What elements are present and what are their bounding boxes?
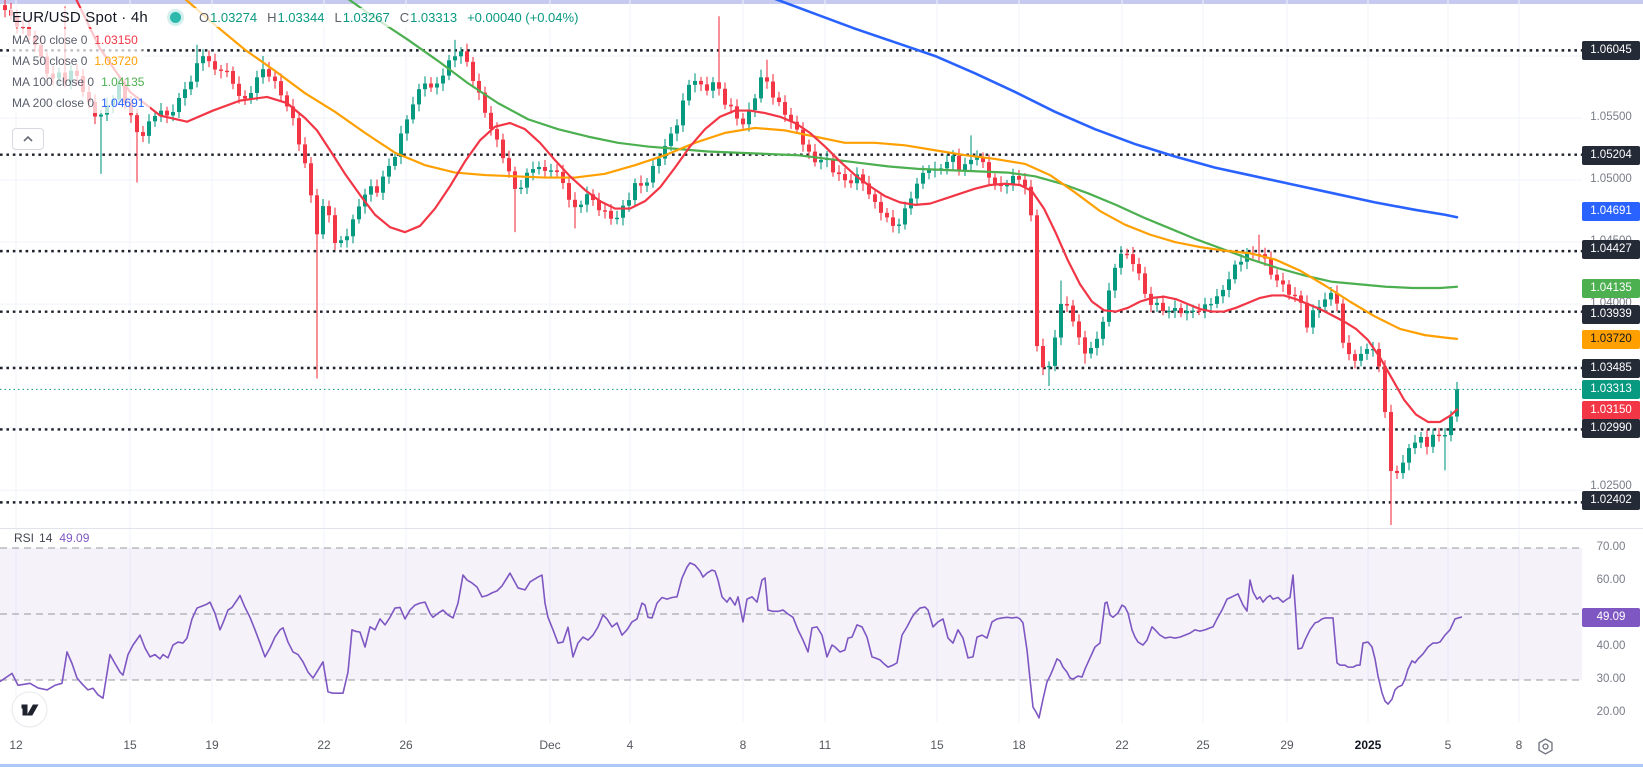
price-level-badge: 1.03150 [1582, 400, 1640, 420]
price-level-badge: 1.03939 [1582, 304, 1640, 324]
time-axis-label: 25 [1196, 738, 1210, 752]
time-axis-label: 19 [205, 738, 219, 752]
chart-legend: EUR/USD Spot · 4h O1.03274 H1.03344 L1.0… [10, 8, 585, 113]
price-level-badge: 1.03485 [1582, 358, 1640, 378]
ma-label: MA 20 close 0 [12, 32, 88, 47]
market-status-icon [169, 12, 181, 23]
rsi-value-badge: 49.09 [1582, 607, 1640, 627]
rsi-legend: RSI 14 49.09 [8, 530, 96, 546]
tradingview-logo[interactable] [11, 691, 48, 728]
rsi-axis-label: 70.00 [1596, 541, 1626, 553]
time-axis-label: 29 [1280, 738, 1294, 752]
time-axis-label: 8 [739, 738, 747, 752]
price-axis-label: 1.02500 [1590, 480, 1632, 492]
symbol-row: EUR/USD Spot · 4h O1.03274 H1.03344 L1.0… [10, 8, 585, 27]
ohlc-high: 1.03344 [277, 10, 325, 25]
tradingview-mark-icon [21, 704, 39, 716]
ma-label: MA 50 close 0 [12, 53, 88, 68]
ma-value: 1.04691 [101, 95, 145, 110]
time-axis-label: 12 [9, 738, 23, 752]
symbol-title[interactable]: EUR/USD Spot · 4h [12, 9, 148, 26]
price-level-badge: 1.04691 [1582, 201, 1640, 221]
rsi-period: 14 [39, 531, 53, 545]
price-level-badge: 1.03720 [1582, 329, 1640, 349]
rsi-axis-label: 40.00 [1596, 640, 1626, 652]
rsi-value: 49.09 [59, 531, 90, 545]
ma-legend-row[interactable]: MA 200 close 0 1.04691 [10, 92, 151, 113]
ma-legend-row[interactable]: MA 100 close 0 1.04135 [10, 71, 151, 92]
ohlc-open: 1.03274 [210, 10, 258, 25]
ma-value: 1.03720 [94, 53, 138, 68]
time-axis-label: 22 [1115, 738, 1129, 752]
ohlc-readout: O1.03274 H1.03344 L1.03267 C1.03313 +0.0… [198, 10, 579, 25]
ohlc-low: 1.03267 [342, 10, 390, 25]
rsi-axis-label: 30.00 [1596, 673, 1626, 685]
time-axis-label: 4 [626, 738, 634, 752]
ma-label: MA 200 close 0 [12, 95, 95, 110]
time-axis-label: 2025 [1354, 738, 1382, 752]
time-axis-label: 22 [317, 738, 331, 752]
rsi-pane[interactable] [0, 528, 1643, 723]
ohlc-change: +0.00040 (+0.04%) [467, 10, 579, 25]
window-top-border [0, 0, 1643, 4]
ma-legend-row[interactable]: MA 20 close 0 1.03150 [10, 29, 144, 50]
candlestick-series [3, 0, 1459, 525]
ma-line-ma-20[interactable] [75, 0, 1459, 424]
axis-settings-gear-icon[interactable] [1536, 737, 1555, 761]
ma-legend-row[interactable]: MA 50 close 0 1.03720 [10, 50, 144, 71]
price-level-badge: 1.05204 [1582, 145, 1640, 165]
rsi-axis-label: 20.00 [1596, 706, 1626, 718]
ma-label: MA 100 close 0 [12, 74, 95, 89]
time-axis-label: 26 [399, 738, 413, 752]
rsi-line[interactable] [0, 562, 1463, 719]
price-level-badge: 1.03313 [1582, 379, 1640, 399]
collapse-indicators-button[interactable] [12, 128, 44, 150]
chevron-up-icon [23, 136, 33, 142]
time-axis-label: 11 [818, 738, 832, 752]
pane-separator[interactable] [0, 528, 1643, 529]
rsi-axis-label: 60.00 [1596, 574, 1626, 586]
price-axis-label: 1.05000 [1590, 173, 1632, 185]
time-axis-label: Dec [539, 738, 561, 752]
price-pane[interactable] [0, 0, 1643, 528]
price-axis-label: 1.05500 [1590, 111, 1632, 123]
rsi-band [0, 548, 1582, 680]
time-axis-label: 5 [1444, 738, 1452, 752]
time-axis[interactable]: 12 15 19 22 26 Dec 4 8 11 15 18 22 25 29 2025 5 8 [0, 723, 1643, 764]
time-axis-label: 8 [1515, 738, 1523, 752]
ma-line-ma-100[interactable] [347, 0, 1459, 290]
price-level-badge: 1.02990 [1582, 418, 1640, 438]
ma-value: 1.03150 [94, 32, 138, 47]
ohlc-close: 1.03313 [410, 10, 458, 25]
ma-line-ma-200[interactable] [774, 0, 1459, 219]
time-axis-label: 15 [123, 738, 137, 752]
time-axis-label: 15 [930, 738, 944, 752]
rsi-label[interactable]: RSI [14, 531, 35, 545]
ma-value: 1.04135 [101, 74, 145, 89]
window-bottom-border [0, 764, 1643, 767]
time-axis-label: 18 [1012, 738, 1026, 752]
price-level-badge: 1.02402 [1582, 490, 1640, 510]
price-level-badge: 1.06045 [1582, 40, 1640, 60]
price-level-badge: 1.04135 [1582, 278, 1640, 298]
price-level-badge: 1.04427 [1582, 239, 1640, 259]
ma-line-ma-50[interactable] [184, 0, 1459, 340]
ma-legend: MA 20 close 0 1.03150 MA 50 close 0 1.03720… [10, 29, 584, 113]
